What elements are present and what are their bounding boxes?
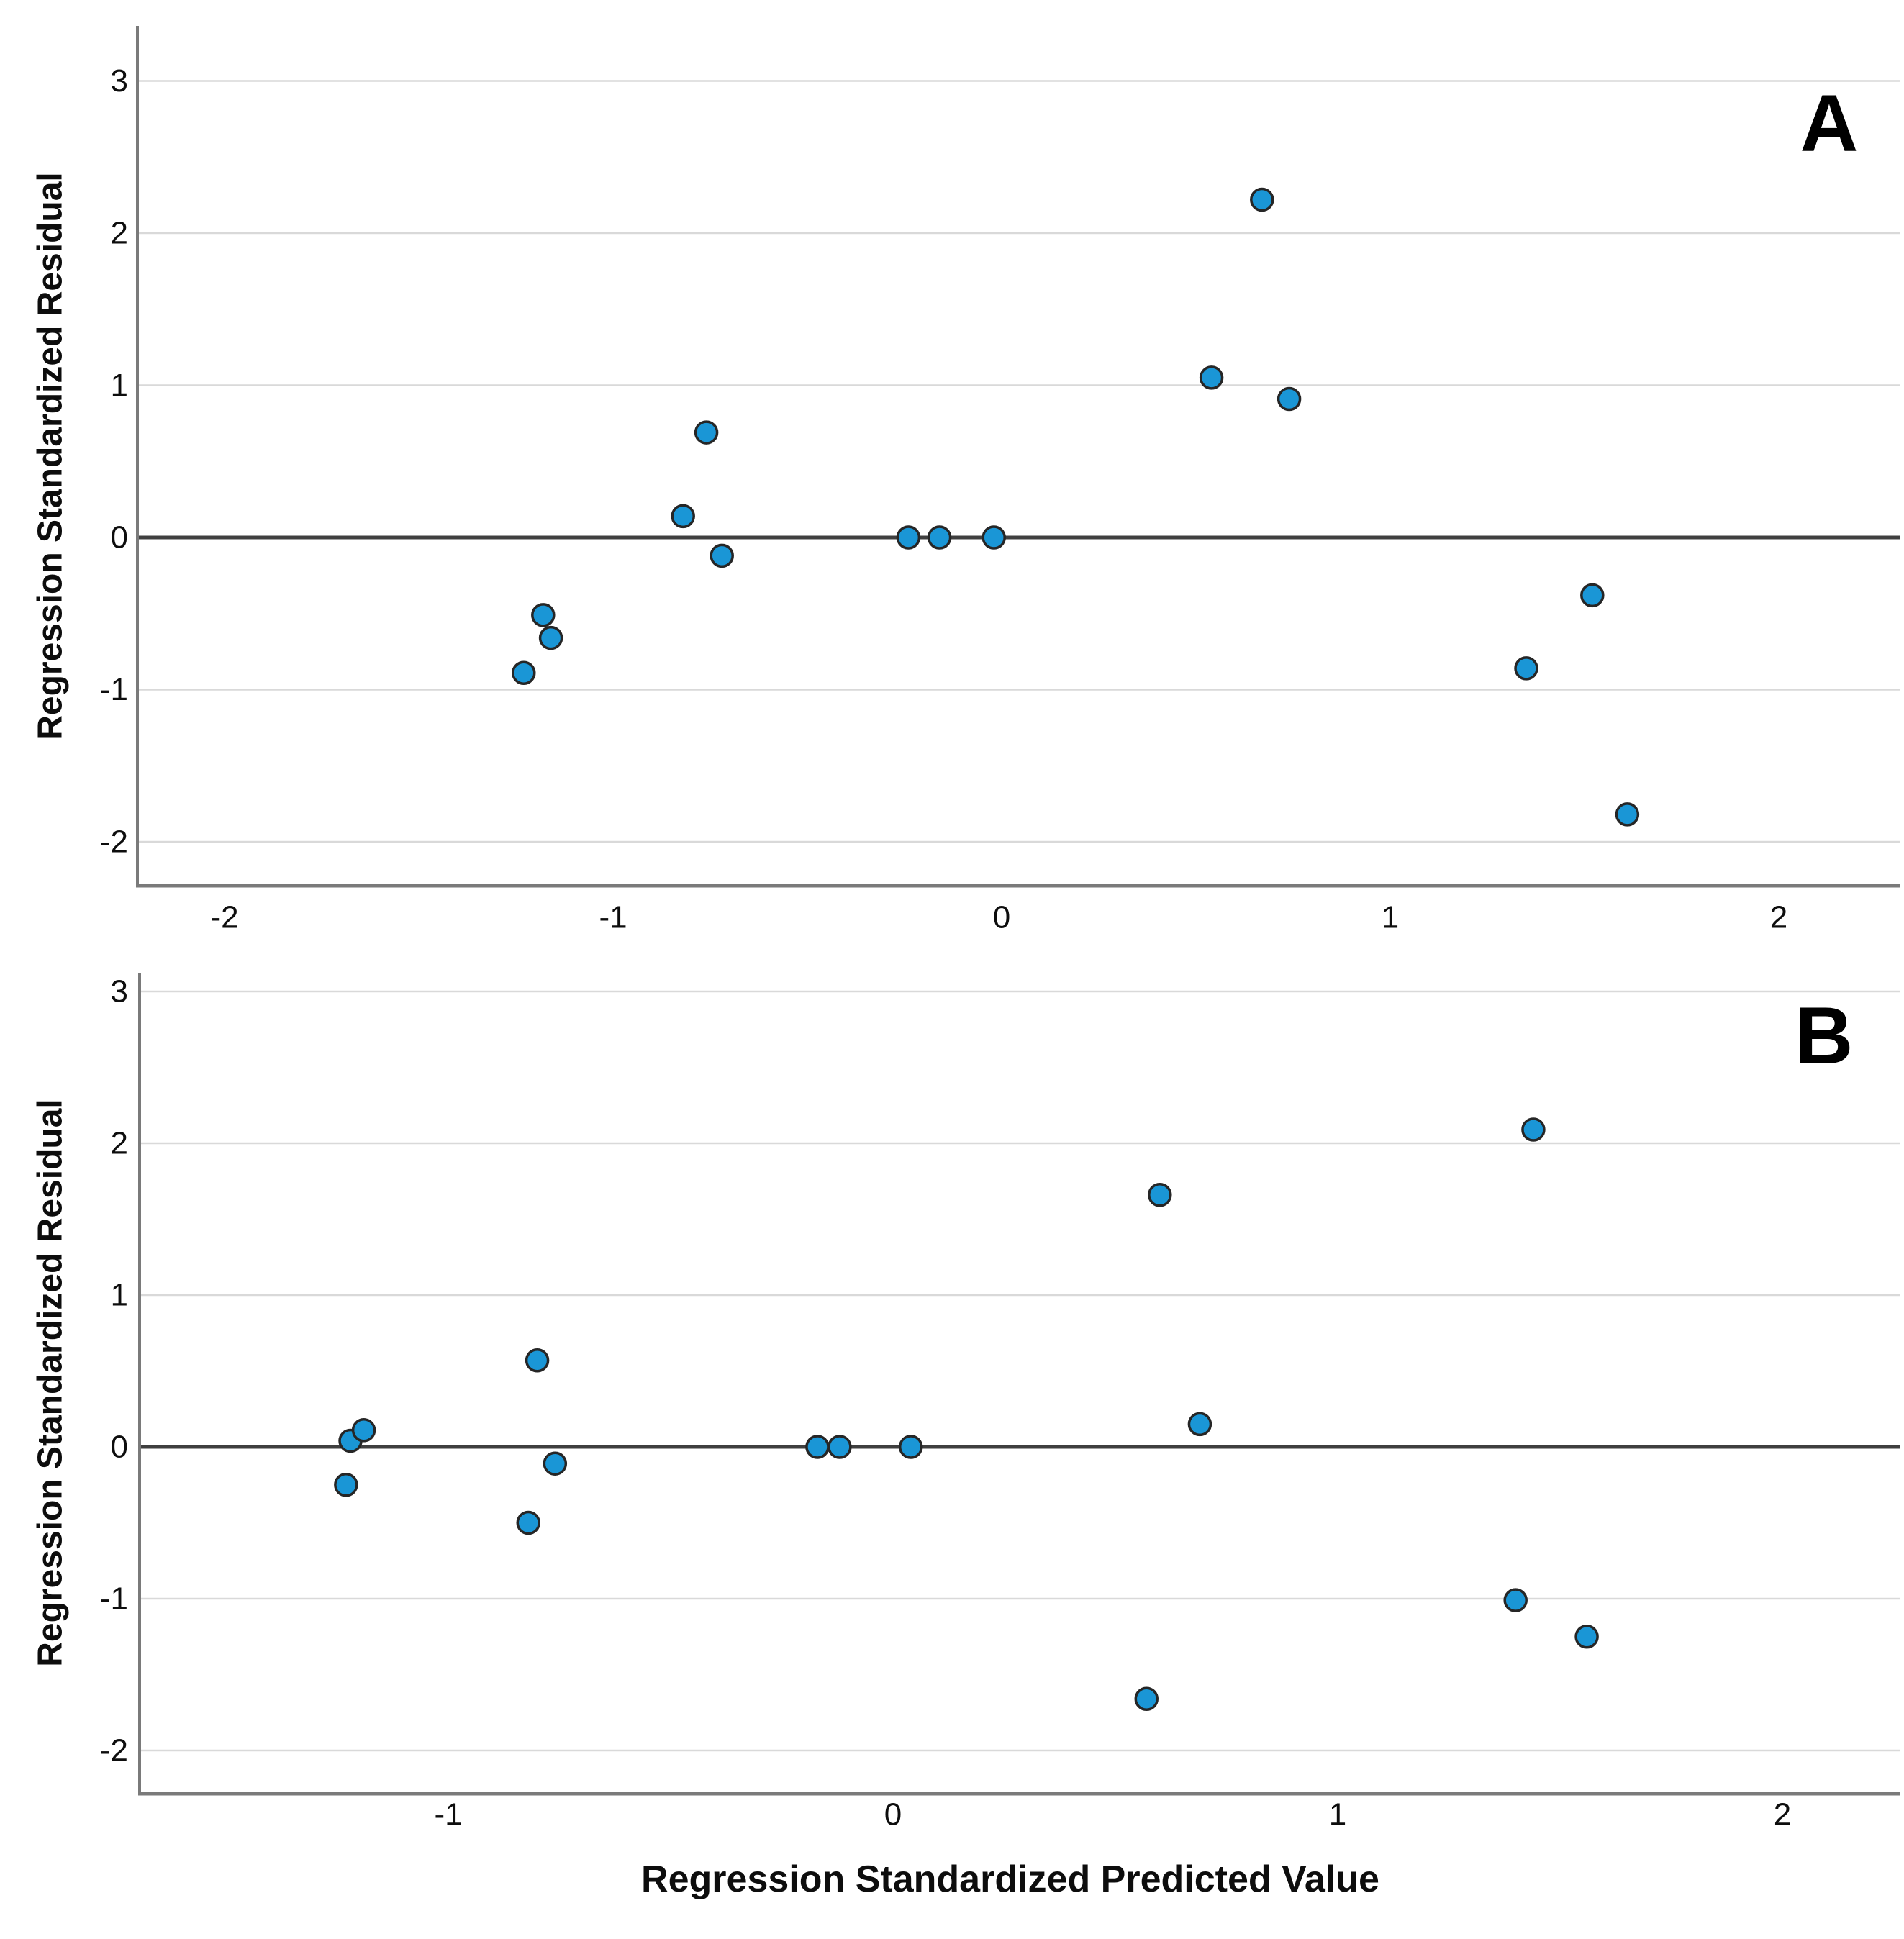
panel-b-data-point bbox=[1134, 1686, 1159, 1712]
panel-b-data-point bbox=[525, 1348, 550, 1373]
panel-a: 3 2 1 0 -1 -2 -2 -1 0 1 2 bbox=[100, 26, 1900, 935]
panel-b-label: B bbox=[1795, 991, 1854, 1081]
panel-a-data-point bbox=[927, 525, 952, 550]
panel-a-y-tick-label: 1 bbox=[111, 368, 128, 403]
panel-b-x-tick-label: -1 bbox=[434, 1797, 462, 1833]
panel-b-y-tick-label: -1 bbox=[100, 1581, 128, 1617]
panel-a-y-tick-label: 0 bbox=[111, 520, 128, 555]
panel-b-data-point bbox=[1521, 1117, 1546, 1142]
panel-a-data-point bbox=[694, 420, 719, 445]
panel-a-data-point bbox=[512, 660, 536, 685]
panel-b-data-point bbox=[516, 1510, 540, 1535]
panel-a-x-tick-label: 0 bbox=[993, 900, 1010, 935]
panel-b-data-point bbox=[1574, 1625, 1599, 1649]
panel-a-y-tick-label: 2 bbox=[111, 216, 128, 251]
panel-a-data-point bbox=[531, 603, 556, 627]
panel-b-x-tick-label: 1 bbox=[1329, 1797, 1346, 1833]
panel-a-x-tick-label: 2 bbox=[1770, 900, 1787, 935]
panel-a-y-tick-label: -1 bbox=[100, 672, 128, 707]
panel-a-data-point bbox=[1615, 802, 1640, 827]
panel-a-y-tick-label: 3 bbox=[111, 63, 128, 99]
panel-b-y-tick-label: 0 bbox=[111, 1430, 128, 1465]
panel-b-y-tick-label: 3 bbox=[111, 974, 128, 1009]
panel-b-data-point bbox=[1503, 1588, 1528, 1612]
panel-a-data-point bbox=[671, 504, 695, 529]
panel-b-y-tick-label: 1 bbox=[111, 1278, 128, 1313]
panel-b-data-point bbox=[898, 1435, 923, 1459]
x-axis-title: Regression Standardized Predicted Value bbox=[641, 1858, 1379, 1900]
panel-a-data-point bbox=[710, 543, 734, 568]
panel-b-x-tick-label: 2 bbox=[1774, 1797, 1791, 1833]
panel-a-data-point bbox=[1199, 365, 1224, 390]
panel-b-y-axis-title: Regression Standardized Residual bbox=[31, 1099, 70, 1667]
panel-b-data-point bbox=[351, 1418, 376, 1443]
panel-a-data-point bbox=[1580, 583, 1605, 608]
panel-a-data-point bbox=[1514, 656, 1538, 681]
panel-b-data-point bbox=[334, 1473, 358, 1497]
panel-a-data-point bbox=[1277, 386, 1302, 412]
panel-a-data-point bbox=[538, 625, 563, 650]
panel-a-y-tick-label: -2 bbox=[100, 825, 128, 860]
panel-a-data-point bbox=[982, 525, 1006, 550]
panel-b-x-tick-label: 0 bbox=[884, 1797, 902, 1833]
panel-a-y-axis-title: Regression Standardized Residual bbox=[31, 172, 70, 740]
panel-a-data-point bbox=[1250, 187, 1274, 212]
panel-b-y-tick-label: 2 bbox=[111, 1126, 128, 1161]
panel-a-x-tick-label: -2 bbox=[210, 900, 238, 935]
panel-a-data-point bbox=[896, 525, 921, 550]
panel-b-data-point bbox=[805, 1435, 830, 1459]
panel-b-data-point bbox=[543, 1451, 568, 1476]
panel-b-data-point bbox=[828, 1435, 852, 1459]
panel-b: 3 2 1 0 -1 -2 -1 0 1 2 bbox=[100, 973, 1900, 1833]
panel-b-y-tick-label: -2 bbox=[100, 1733, 128, 1768]
panel-a-label: A bbox=[1800, 78, 1859, 168]
panel-a-x-tick-label: 1 bbox=[1382, 900, 1399, 935]
panel-b-data-point bbox=[1187, 1412, 1212, 1437]
panel-a-x-tick-label: -1 bbox=[599, 900, 627, 935]
panel-b-data-point bbox=[1148, 1182, 1172, 1207]
